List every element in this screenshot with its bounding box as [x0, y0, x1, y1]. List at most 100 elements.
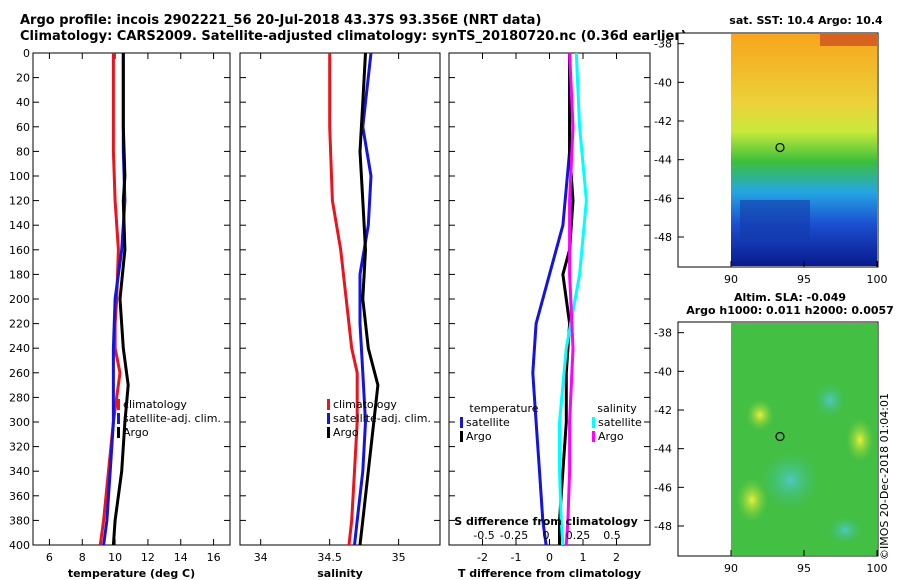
legend-label: climatology [333, 398, 397, 411]
legend-label: satellite [598, 416, 642, 429]
imos-credit: ©IMOS 20-Dec-2018 01:04:01 [878, 393, 891, 560]
depth-tick-label: 160 [9, 244, 30, 257]
lat-tick-label: -46 [654, 481, 672, 494]
x-tick-label: 2 [613, 551, 620, 564]
lat-tick-label: -40 [654, 76, 672, 89]
depth-tick-label: 280 [9, 391, 30, 404]
sla-high-blob [736, 478, 768, 522]
legend-label: climatology [123, 398, 187, 411]
x-tick-label: 1 [580, 551, 587, 564]
sla-high-blob [846, 418, 874, 462]
lat-tick-label: -48 [654, 231, 672, 244]
depth-tick-label: 260 [9, 367, 30, 380]
depth-tick-label: 140 [9, 219, 30, 232]
depth-tick-label: 220 [9, 318, 30, 331]
profile-panel-3: -2 -1 0 1 2 T difference from climatology temp… [448, 52, 651, 580]
x-tick-label: -1 [511, 551, 522, 564]
depth-tick-label: 100 [9, 170, 30, 183]
legend-title: salinity [597, 402, 637, 415]
lon-tick-label: 90 [724, 562, 738, 575]
x-tick-label: 12 [141, 551, 155, 564]
profile-line [328, 53, 359, 546]
lat-tick-label: -40 [654, 365, 672, 378]
depth-tick-label: 60 [16, 121, 30, 134]
legend-label: satellite-adj. clim. [123, 412, 221, 425]
x-tick-label: 34.5 [317, 551, 342, 564]
s-tick-label: -0.25 [500, 529, 528, 542]
sla-map-title: Altim. SLA: -0.049 [734, 291, 846, 304]
profile-line [111, 53, 130, 546]
x-tick-label: -2 [477, 551, 488, 564]
profile-line [558, 52, 588, 546]
figure-title-line2: Climatology: CARS2009. Satellite-adjuste… [20, 29, 687, 44]
s-tick-label: 0.5 [603, 529, 621, 542]
depth-tick-label: 40 [16, 96, 30, 109]
profile-panel-1: 0 20 40 60 80 100 120 140 160 180 200 220 240 260 280 3… [9, 47, 231, 580]
x-axis-label: T difference from climatology [458, 567, 641, 580]
depth-tick-label: 300 [9, 416, 30, 429]
legend-swatch [592, 431, 595, 442]
legend-swatch [460, 417, 463, 428]
depth-tick-label: 120 [9, 195, 30, 208]
x-tick-label: 0 [546, 551, 553, 564]
lon-tick-label: 95 [797, 273, 811, 286]
lat-tick-label: -44 [654, 154, 672, 167]
legend-label: Argo [123, 426, 149, 439]
profile-line [564, 52, 575, 546]
lat-tick-label: -42 [654, 404, 672, 417]
profile-panel-2: 34 34.5 35 salinity climatologysatellite-adj… [239, 52, 441, 580]
s-tick-label: 0.25 [566, 529, 591, 542]
s-tick-label: 0 [543, 529, 550, 542]
legend-swatch [117, 413, 120, 424]
x-tick-label: 14 [174, 551, 188, 564]
legend-swatch [117, 427, 120, 438]
legend-swatch [460, 431, 463, 442]
sst-map-title: sat. SST: 10.4 Argo: 10.4 [729, 14, 883, 27]
sla-low-blob [760, 450, 820, 510]
depth-tick-label: 80 [16, 145, 30, 158]
lat-tick-label: -44 [654, 443, 672, 456]
depth-tick-label: 380 [9, 514, 30, 527]
legend-label: Argo [466, 430, 492, 443]
sla-map-subtitle: Argo h1000: 0.011 h2000: 0.0057 [686, 304, 894, 317]
legend-label: satellite [466, 416, 510, 429]
x-tick-label: 35 [392, 551, 406, 564]
x-axis-label: temperature (deg C) [68, 567, 195, 580]
depth-tick-label: 180 [9, 268, 30, 281]
x-tick-label: 34 [254, 551, 268, 564]
legend-swatch [327, 399, 330, 410]
lat-tick-label: -38 [654, 38, 672, 51]
legend-label: Argo [333, 426, 359, 439]
sla-map: Altim. SLA: -0.049 Argo h1000: 0.011 h20… [654, 291, 894, 575]
figure-title-line1: Argo profile: incois 2902221_56 20-Jul-2… [20, 13, 542, 28]
legend-label: satellite-adj. clim. [333, 412, 431, 425]
profile-line [358, 52, 380, 546]
legend-swatch [117, 399, 120, 410]
legend-swatch [327, 413, 330, 424]
x-tick-label: 8 [79, 551, 86, 564]
x-tick-label: 6 [46, 551, 53, 564]
x-axis-label-top: S difference from climatology [454, 515, 638, 528]
plot-frame [32, 52, 231, 546]
depth-tick-label: 20 [16, 72, 30, 85]
sst-cold-patch [740, 200, 810, 240]
legend-title: temperature [469, 402, 538, 415]
profile-line [531, 53, 572, 546]
sst-map: sat. SST: 10.4 Argo: 10.4 -38 -40 -42 -44 -4… [654, 14, 887, 286]
x-tick-label: 10 [108, 551, 122, 564]
lon-tick-label: 100 [867, 562, 888, 575]
depth-tick-label: 340 [9, 465, 30, 478]
depth-tick-label: 200 [9, 293, 30, 306]
lon-tick-label: 100 [867, 273, 888, 286]
sst-warm-patch [820, 34, 877, 46]
depth-tick-label: 400 [9, 539, 30, 552]
sla-low-blob [814, 382, 846, 418]
x-axis-label: salinity [317, 567, 363, 580]
legend-swatch [327, 427, 330, 438]
lat-tick-label: -38 [654, 327, 672, 340]
s-tick-label: -0.5 [473, 529, 494, 542]
legend-swatch [592, 417, 595, 428]
lon-tick-label: 90 [724, 273, 738, 286]
lat-tick-label: -48 [654, 520, 672, 533]
